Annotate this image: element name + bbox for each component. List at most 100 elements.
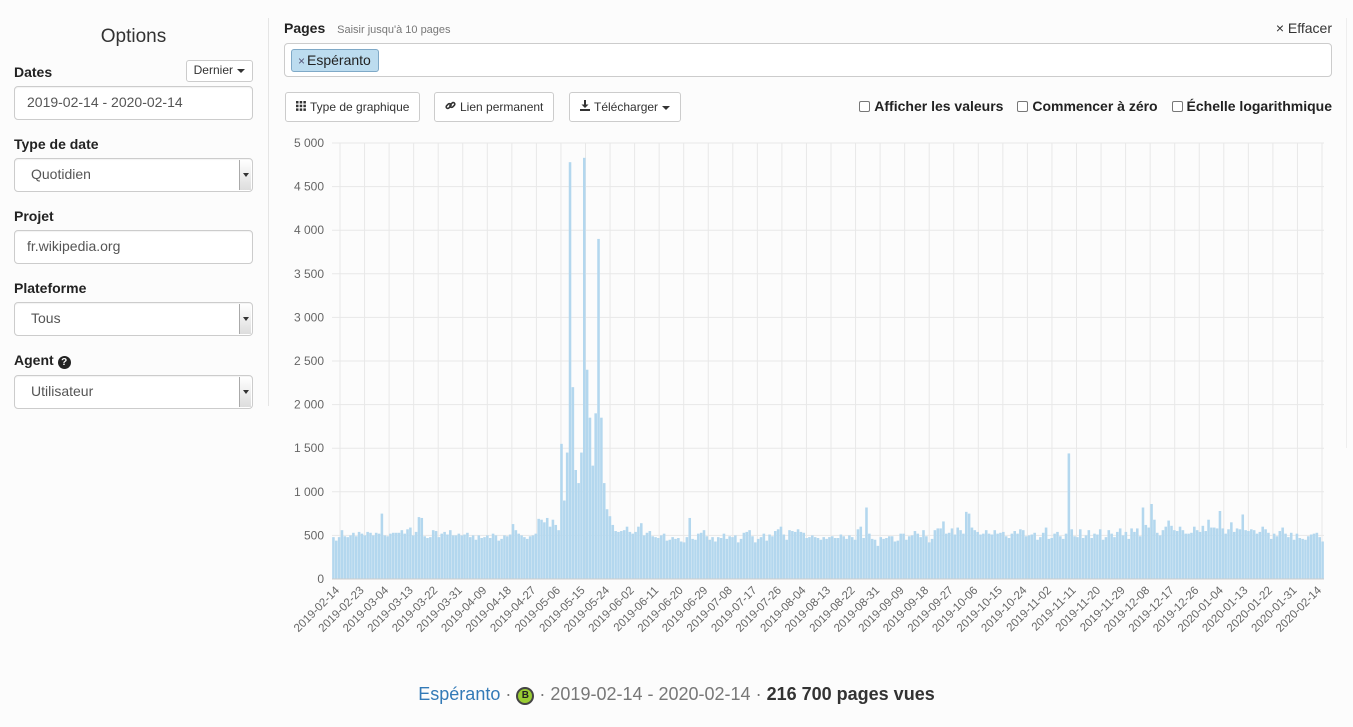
log-scale-checkbox[interactable]: Échelle logarithmique <box>1171 98 1332 114</box>
start-zero-checkbox[interactable]: Commencer à zéro <box>1017 98 1158 114</box>
bar <box>557 530 560 579</box>
bar <box>466 532 469 579</box>
project-input[interactable]: fr.wikipedia.org <box>14 230 253 264</box>
permalink-button[interactable]: Lien permanent <box>434 92 555 122</box>
bar <box>366 531 369 579</box>
bar <box>879 537 883 579</box>
bar <box>1064 533 1068 579</box>
bar <box>896 540 900 579</box>
bar <box>979 534 982 579</box>
bar <box>739 538 743 579</box>
bar <box>728 536 731 579</box>
bar <box>1036 539 1039 579</box>
bar <box>1321 541 1324 579</box>
bar <box>474 539 478 579</box>
bar <box>543 522 546 579</box>
checkbox-icon[interactable] <box>1171 101 1183 112</box>
bar <box>654 537 657 579</box>
bar <box>819 539 823 579</box>
options-sidebar: Options Dates Dernier 2019-02-14 - 2020-… <box>14 18 253 409</box>
show-values-checkbox[interactable]: Afficher les valeurs <box>859 98 1003 114</box>
bar <box>625 526 629 579</box>
bar <box>1155 532 1159 579</box>
bar <box>383 535 387 579</box>
bar <box>431 530 435 579</box>
bar <box>1264 529 1267 579</box>
platform-select[interactable]: Tous <box>14 302 253 336</box>
bar <box>993 530 997 579</box>
chart-type-button[interactable]: Type de graphique <box>285 92 421 122</box>
bar <box>434 531 438 579</box>
help-icon[interactable]: ? <box>57 356 71 369</box>
bar <box>1070 529 1073 579</box>
separator: · <box>539 684 546 704</box>
bar <box>614 531 617 579</box>
bar <box>637 526 640 579</box>
bar <box>534 533 538 579</box>
bar <box>1144 524 1148 579</box>
bar <box>848 535 851 579</box>
checkbox-icon[interactable] <box>859 101 871 112</box>
checkbox-icon[interactable] <box>1017 101 1029 112</box>
bar <box>697 533 700 579</box>
bar <box>708 539 711 579</box>
bar <box>1084 535 1088 579</box>
agent-select[interactable]: Utilisateur <box>14 375 253 409</box>
bar <box>463 534 466 579</box>
bar <box>702 530 706 579</box>
bar <box>796 529 800 579</box>
bar <box>976 531 979 579</box>
bar <box>429 537 432 579</box>
date-range-input[interactable]: 2019-02-14 - 2020-02-14 <box>14 86 253 120</box>
download-button[interactable]: Télécharger <box>569 92 682 122</box>
bar <box>902 533 905 579</box>
bar <box>1044 527 1048 579</box>
bar <box>346 537 349 579</box>
bar <box>1147 527 1150 579</box>
bar <box>1212 527 1216 579</box>
bar <box>688 517 692 579</box>
bar <box>659 535 663 579</box>
bar <box>1061 538 1065 579</box>
show-values-label: Afficher les valeurs <box>874 98 1004 114</box>
bar <box>1101 539 1105 579</box>
bar <box>962 533 965 579</box>
bar <box>394 532 398 579</box>
bar <box>933 530 937 579</box>
bar <box>1098 529 1102 579</box>
bar <box>1164 526 1168 579</box>
date-type-select[interactable]: Quotidien <box>14 158 253 192</box>
bar <box>885 538 888 579</box>
select-arrow-icon[interactable] <box>239 160 251 190</box>
bar <box>685 537 689 579</box>
bar <box>967 513 971 579</box>
bar <box>859 526 863 579</box>
quality-badge-icon: B <box>516 687 535 705</box>
page-tag[interactable]: × Espéranto <box>291 49 379 72</box>
bar <box>1190 532 1193 579</box>
bar <box>1093 533 1096 579</box>
bar <box>622 530 626 579</box>
bar <box>1116 531 1119 579</box>
bar <box>343 536 347 579</box>
bar <box>1113 537 1116 579</box>
article-link[interactable]: Espéranto <box>418 684 501 704</box>
bar <box>736 542 740 579</box>
clear-link[interactable]: × Effacer <box>1275 20 1332 36</box>
bar <box>805 538 808 579</box>
bar <box>839 534 843 579</box>
select-arrow-icon[interactable] <box>239 377 251 407</box>
pages-input[interactable]: × Espéranto <box>284 43 1332 77</box>
bar <box>876 545 880 579</box>
bar <box>1287 537 1290 579</box>
bar <box>1033 532 1036 579</box>
bar <box>354 536 358 579</box>
bar <box>397 532 401 579</box>
remove-tag-icon[interactable]: × <box>298 54 306 68</box>
dates-preset-dropdown[interactable]: Dernier <box>185 60 253 82</box>
select-arrow-icon[interactable] <box>239 304 251 334</box>
bar <box>705 536 709 579</box>
bar <box>959 530 962 579</box>
bar <box>1073 536 1076 579</box>
bar <box>785 539 788 579</box>
